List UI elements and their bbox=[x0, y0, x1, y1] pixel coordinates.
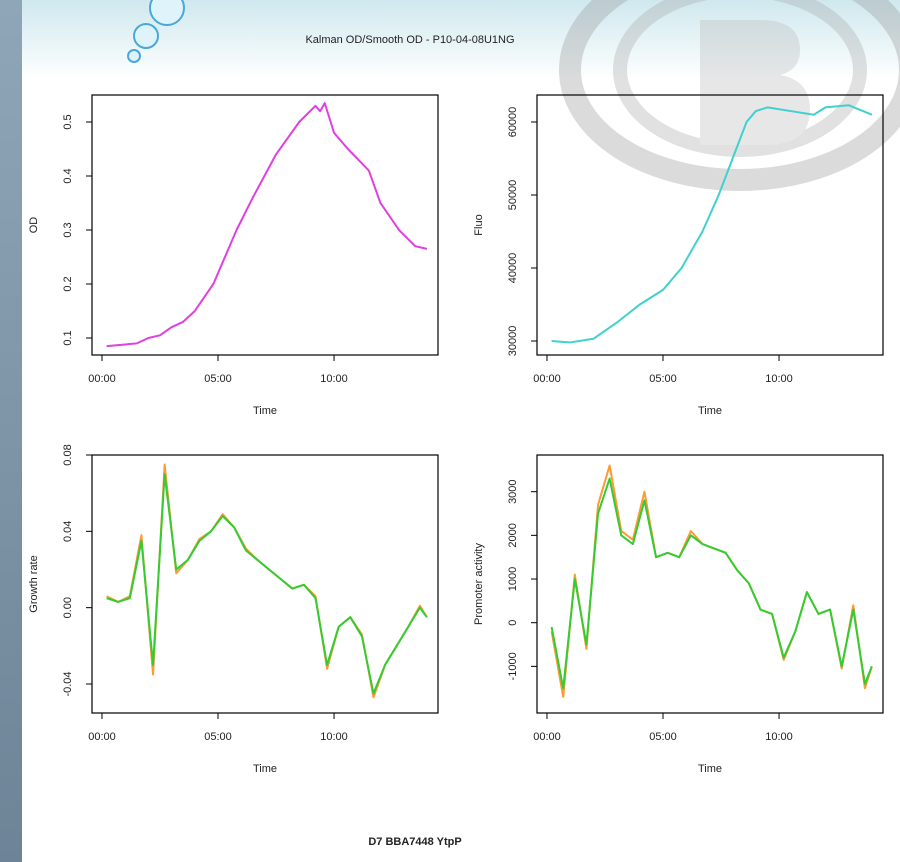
y-tick-label: 30000 bbox=[507, 326, 519, 357]
data-line bbox=[552, 465, 872, 696]
y-tick-label: 60000 bbox=[507, 107, 519, 138]
y-tick-label: -0.04 bbox=[62, 671, 74, 696]
y-tick-label: 0 bbox=[507, 620, 519, 626]
data-line bbox=[107, 103, 427, 346]
x-tick-label: 05:00 bbox=[649, 373, 677, 385]
data-line bbox=[107, 465, 427, 698]
x-axis-label: Time bbox=[698, 763, 722, 775]
y-tick-label: -1000 bbox=[507, 652, 519, 680]
y-tick-label: 0.1 bbox=[62, 330, 74, 345]
data-line bbox=[552, 479, 872, 689]
x-axis-label: Time bbox=[253, 405, 277, 417]
slide: Kalman OD/Smooth OD - P10-04-08U1NG D7 B… bbox=[0, 0, 900, 862]
y-tick-label: 0.08 bbox=[62, 444, 74, 465]
y-tick-label: 0.4 bbox=[62, 168, 74, 183]
y-tick-label: 0.3 bbox=[62, 222, 74, 237]
y-tick-label: 0.04 bbox=[62, 521, 74, 542]
x-tick-label: 00:00 bbox=[533, 373, 561, 385]
figure-title: Kalman OD/Smooth OD - P10-04-08U1NG bbox=[305, 34, 514, 46]
y-tick-label: 0.2 bbox=[62, 276, 74, 291]
x-tick-label: 05:00 bbox=[649, 731, 677, 743]
y-tick-label: 2000 bbox=[507, 523, 519, 547]
plot-frame bbox=[537, 455, 883, 713]
y-tick-label: 1000 bbox=[507, 567, 519, 591]
x-tick-label: 05:00 bbox=[204, 373, 232, 385]
x-tick-label: 00:00 bbox=[533, 731, 561, 743]
y-axis-label: OD bbox=[28, 217, 40, 234]
x-tick-label: 05:00 bbox=[204, 731, 232, 743]
y-tick-label: 0.5 bbox=[62, 114, 74, 129]
figure-caption: D7 BBA7448 YtpP bbox=[368, 836, 461, 848]
x-axis-label: Time bbox=[698, 405, 722, 417]
x-tick-label: 00:00 bbox=[88, 373, 116, 385]
x-tick-label: 10:00 bbox=[765, 731, 793, 743]
y-tick-label: 0.00 bbox=[62, 597, 74, 618]
y-axis-label: Growth rate bbox=[28, 555, 40, 612]
x-tick-label: 10:00 bbox=[320, 373, 348, 385]
y-axis-label: Fluo bbox=[473, 214, 485, 235]
plot-frame bbox=[92, 95, 438, 355]
x-tick-label: 10:00 bbox=[765, 373, 793, 385]
y-axis-label: Promoter activity bbox=[473, 543, 485, 625]
side-strip bbox=[0, 0, 22, 862]
y-tick-label: 50000 bbox=[507, 180, 519, 211]
y-tick-label: 40000 bbox=[507, 253, 519, 284]
x-tick-label: 00:00 bbox=[88, 731, 116, 743]
y-tick-label: 3000 bbox=[507, 479, 519, 503]
plot-frame bbox=[92, 455, 438, 713]
x-tick-label: 10:00 bbox=[320, 731, 348, 743]
figure: Kalman OD/Smooth OD - P10-04-08U1NG D7 B… bbox=[0, 0, 900, 862]
x-axis-label: Time bbox=[253, 763, 277, 775]
